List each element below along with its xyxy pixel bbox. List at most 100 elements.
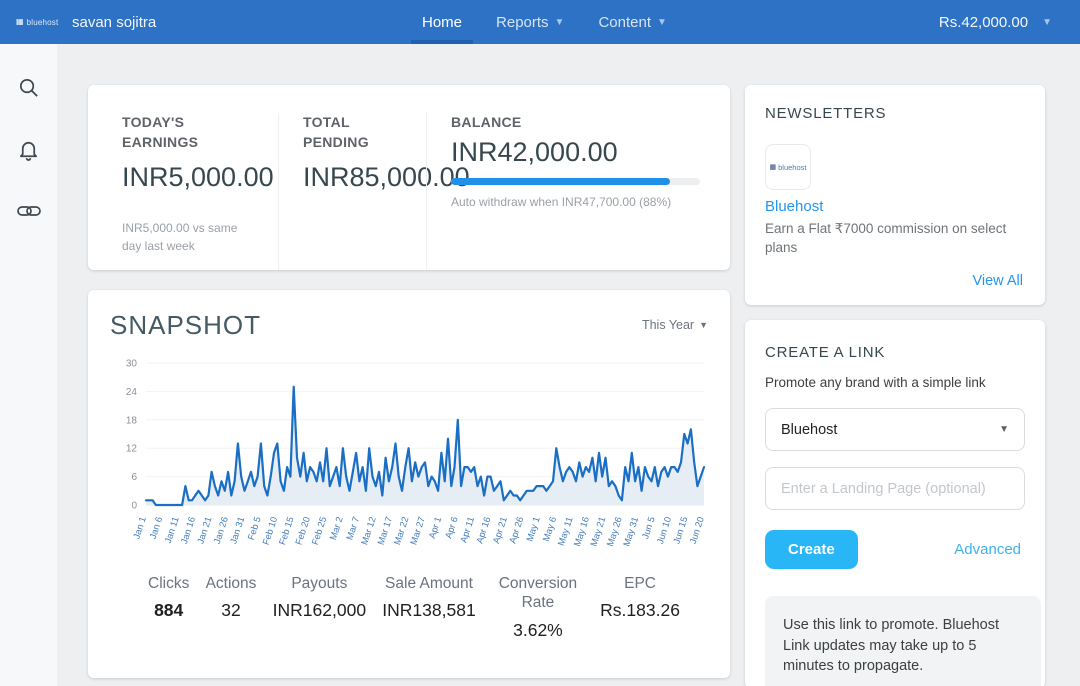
svg-text:Feb 5: Feb 5 bbox=[246, 516, 263, 542]
svg-text:Mar 12: Mar 12 bbox=[359, 516, 377, 547]
balance-progress-track bbox=[451, 177, 700, 185]
stat-conversion-rate: Conversion Rate 3.62% bbox=[498, 575, 578, 640]
chevron-down-icon: ▼ bbox=[999, 424, 1009, 435]
svg-text:May 6: May 6 bbox=[541, 516, 558, 543]
svg-text:24: 24 bbox=[126, 387, 138, 398]
svg-text:May 31: May 31 bbox=[621, 516, 640, 548]
svg-text:Mar 17: Mar 17 bbox=[376, 516, 394, 547]
newsletters-title: NEWSLETTERS bbox=[765, 105, 887, 122]
snapshot-card: SNAPSHOT This Year ▼ 0 6 12 18 24 30 Jan 1 Jan … bbox=[88, 290, 730, 678]
todays-earnings-value: INR5,000.00 bbox=[122, 162, 274, 193]
nav-item-reports[interactable]: Reports ▼ bbox=[479, 0, 581, 44]
newsletter-description: Earn a Flat ₹7000 commission on select p… bbox=[765, 221, 1007, 255]
total-pending-label: TOTAL PENDING bbox=[303, 114, 369, 150]
stat-clicks: Clicks 884 bbox=[148, 575, 190, 621]
svg-text:May 1: May 1 bbox=[524, 516, 541, 543]
bluehost-logo-icon: ▦ bbox=[769, 163, 777, 171]
svg-text:Mar 22: Mar 22 bbox=[392, 516, 410, 547]
stat-actions: Actions 32 bbox=[205, 575, 257, 621]
landing-page-input[interactable] bbox=[765, 467, 1025, 510]
brand-select-value: Bluehost bbox=[781, 421, 838, 438]
nav-item-home-label: Home bbox=[422, 13, 463, 31]
main-nav: Home Reports ▼ Content ▼ bbox=[405, 0, 684, 44]
svg-text:0: 0 bbox=[131, 501, 137, 512]
advanced-link[interactable]: Advanced bbox=[954, 541, 1021, 558]
svg-text:Apr 6: Apr 6 bbox=[443, 516, 459, 540]
svg-text:Jun 15: Jun 15 bbox=[671, 516, 689, 546]
link-info-box: Use this link to promote. Bluehost Link … bbox=[765, 596, 1041, 686]
svg-text:Apr 1: Apr 1 bbox=[427, 516, 443, 540]
notifications-bell-icon[interactable] bbox=[14, 134, 44, 164]
newsletter-brand-link[interactable]: Bluehost bbox=[765, 198, 824, 215]
svg-text:Mar 7: Mar 7 bbox=[344, 516, 361, 542]
create-button[interactable]: Create bbox=[765, 530, 858, 569]
search-icon[interactable] bbox=[14, 72, 44, 102]
svg-text:Apr 21: Apr 21 bbox=[491, 516, 509, 545]
svg-text:Feb 15: Feb 15 bbox=[277, 516, 295, 547]
svg-text:Apr 16: Apr 16 bbox=[475, 516, 493, 545]
create-link-title: CREATE A LINK bbox=[765, 344, 886, 361]
stat-sale-amount: Sale Amount INR138,581 bbox=[382, 575, 476, 621]
snapshot-stats-row: Clicks 884 Actions 32 Payouts INR162,000… bbox=[110, 574, 708, 641]
view-all-link[interactable]: View All bbox=[972, 273, 1023, 289]
svg-text:Jan 16: Jan 16 bbox=[179, 516, 197, 546]
newsletters-card: NEWSLETTERS ▦ bluehost Bluehost Earn a F… bbox=[745, 85, 1045, 305]
stat-epc: EPC Rs.183.26 bbox=[600, 575, 680, 621]
earnings-summary-card: TODAY'S EARNINGS INR5,000.00 INR5,000.00… bbox=[88, 85, 730, 270]
brand-logo[interactable]: ▦ bluehost bbox=[16, 18, 64, 27]
svg-text:Apr 26: Apr 26 bbox=[507, 516, 525, 545]
svg-text:Jun 5: Jun 5 bbox=[640, 516, 657, 541]
svg-text:Jan 11: Jan 11 bbox=[163, 516, 181, 545]
left-icon-rail bbox=[0, 44, 57, 686]
account-balance-menu[interactable]: Rs.42,000.00 ▼ bbox=[939, 0, 1052, 44]
svg-text:Jun 20: Jun 20 bbox=[688, 516, 706, 546]
svg-text:6: 6 bbox=[131, 472, 137, 483]
todays-earnings-label: TODAY'S EARNINGS bbox=[122, 114, 199, 150]
newsletter-brand-logo[interactable]: ▦ bluehost bbox=[765, 144, 811, 190]
nav-item-content-label: Content bbox=[598, 13, 651, 31]
balance-block: BALANCE INR42,000.00 Auto withdraw when … bbox=[426, 113, 730, 270]
nav-item-home[interactable]: Home bbox=[405, 0, 479, 44]
links-chain-icon[interactable] bbox=[14, 196, 44, 226]
date-range-select[interactable]: This Year ▼ bbox=[642, 318, 708, 332]
svg-text:Jan 6: Jan 6 bbox=[148, 516, 165, 541]
top-navbar: ▦ bluehost savan sojitra Home Reports ▼ … bbox=[0, 0, 1080, 44]
svg-text:18: 18 bbox=[126, 415, 138, 426]
svg-text:Apr 11: Apr 11 bbox=[458, 516, 476, 544]
svg-text:12: 12 bbox=[126, 444, 138, 455]
chevron-down-icon: ▼ bbox=[657, 16, 667, 28]
balance-label: BALANCE bbox=[451, 114, 522, 130]
svg-text:Jun 10: Jun 10 bbox=[655, 516, 673, 546]
nav-item-reports-label: Reports bbox=[496, 13, 549, 31]
chevron-down-icon: ▼ bbox=[1042, 16, 1052, 28]
balance-value: INR42,000.00 bbox=[451, 136, 618, 167]
balance-autowithdraw-note: Auto withdraw when INR47,700.00 (88%) bbox=[451, 194, 672, 209]
snapshot-chart: 0 6 12 18 24 30 Jan 1 Jan 6 Jan 11 Jan 16 Jan 21 Ja… bbox=[110, 355, 708, 572]
main-content: TODAY'S EARNINGS INR5,000.00 INR5,000.00… bbox=[88, 44, 730, 686]
svg-text:Jan 1: Jan 1 bbox=[131, 516, 148, 541]
total-pending-value: INR85,000.00 bbox=[303, 162, 470, 193]
page-layout: TODAY'S EARNINGS INR5,000.00 INR5,000.00… bbox=[0, 44, 1080, 686]
nav-item-content[interactable]: Content ▼ bbox=[581, 0, 683, 44]
account-balance-label: Rs.42,000.00 bbox=[938, 13, 1029, 31]
svg-text:Jan 31: Jan 31 bbox=[228, 516, 246, 546]
user-name: savan sojitra bbox=[72, 13, 157, 31]
svg-text:Jan 21: Jan 21 bbox=[195, 516, 213, 546]
chevron-down-icon: ▼ bbox=[554, 16, 565, 28]
svg-text:Mar 27: Mar 27 bbox=[408, 516, 426, 547]
total-pending-block: TOTAL PENDING INR85,000.00 bbox=[278, 113, 470, 270]
right-sidebar: NEWSLETTERS ▦ bluehost Bluehost Earn a F… bbox=[745, 44, 1045, 686]
create-link-card: CREATE A LINK Promote any brand with a s… bbox=[745, 320, 1045, 686]
brand-logo-icon: ▦ bbox=[16, 17, 24, 26]
todays-earnings-note: INR5,000.00 vs same day last week bbox=[122, 221, 238, 254]
svg-text:Feb 25: Feb 25 bbox=[310, 516, 328, 547]
todays-earnings-block: TODAY'S EARNINGS INR5,000.00 INR5,000.00… bbox=[98, 113, 278, 270]
brand-logo-label: bluehost bbox=[26, 17, 59, 27]
snapshot-title: SNAPSHOT bbox=[110, 310, 262, 340]
svg-text:Mar 2: Mar 2 bbox=[328, 516, 345, 542]
svg-text:Jan 26: Jan 26 bbox=[212, 516, 230, 546]
date-range-value: This Year bbox=[641, 318, 695, 332]
brand-select[interactable]: Bluehost ▼ bbox=[765, 408, 1025, 451]
svg-text:Feb 20: Feb 20 bbox=[294, 516, 312, 547]
